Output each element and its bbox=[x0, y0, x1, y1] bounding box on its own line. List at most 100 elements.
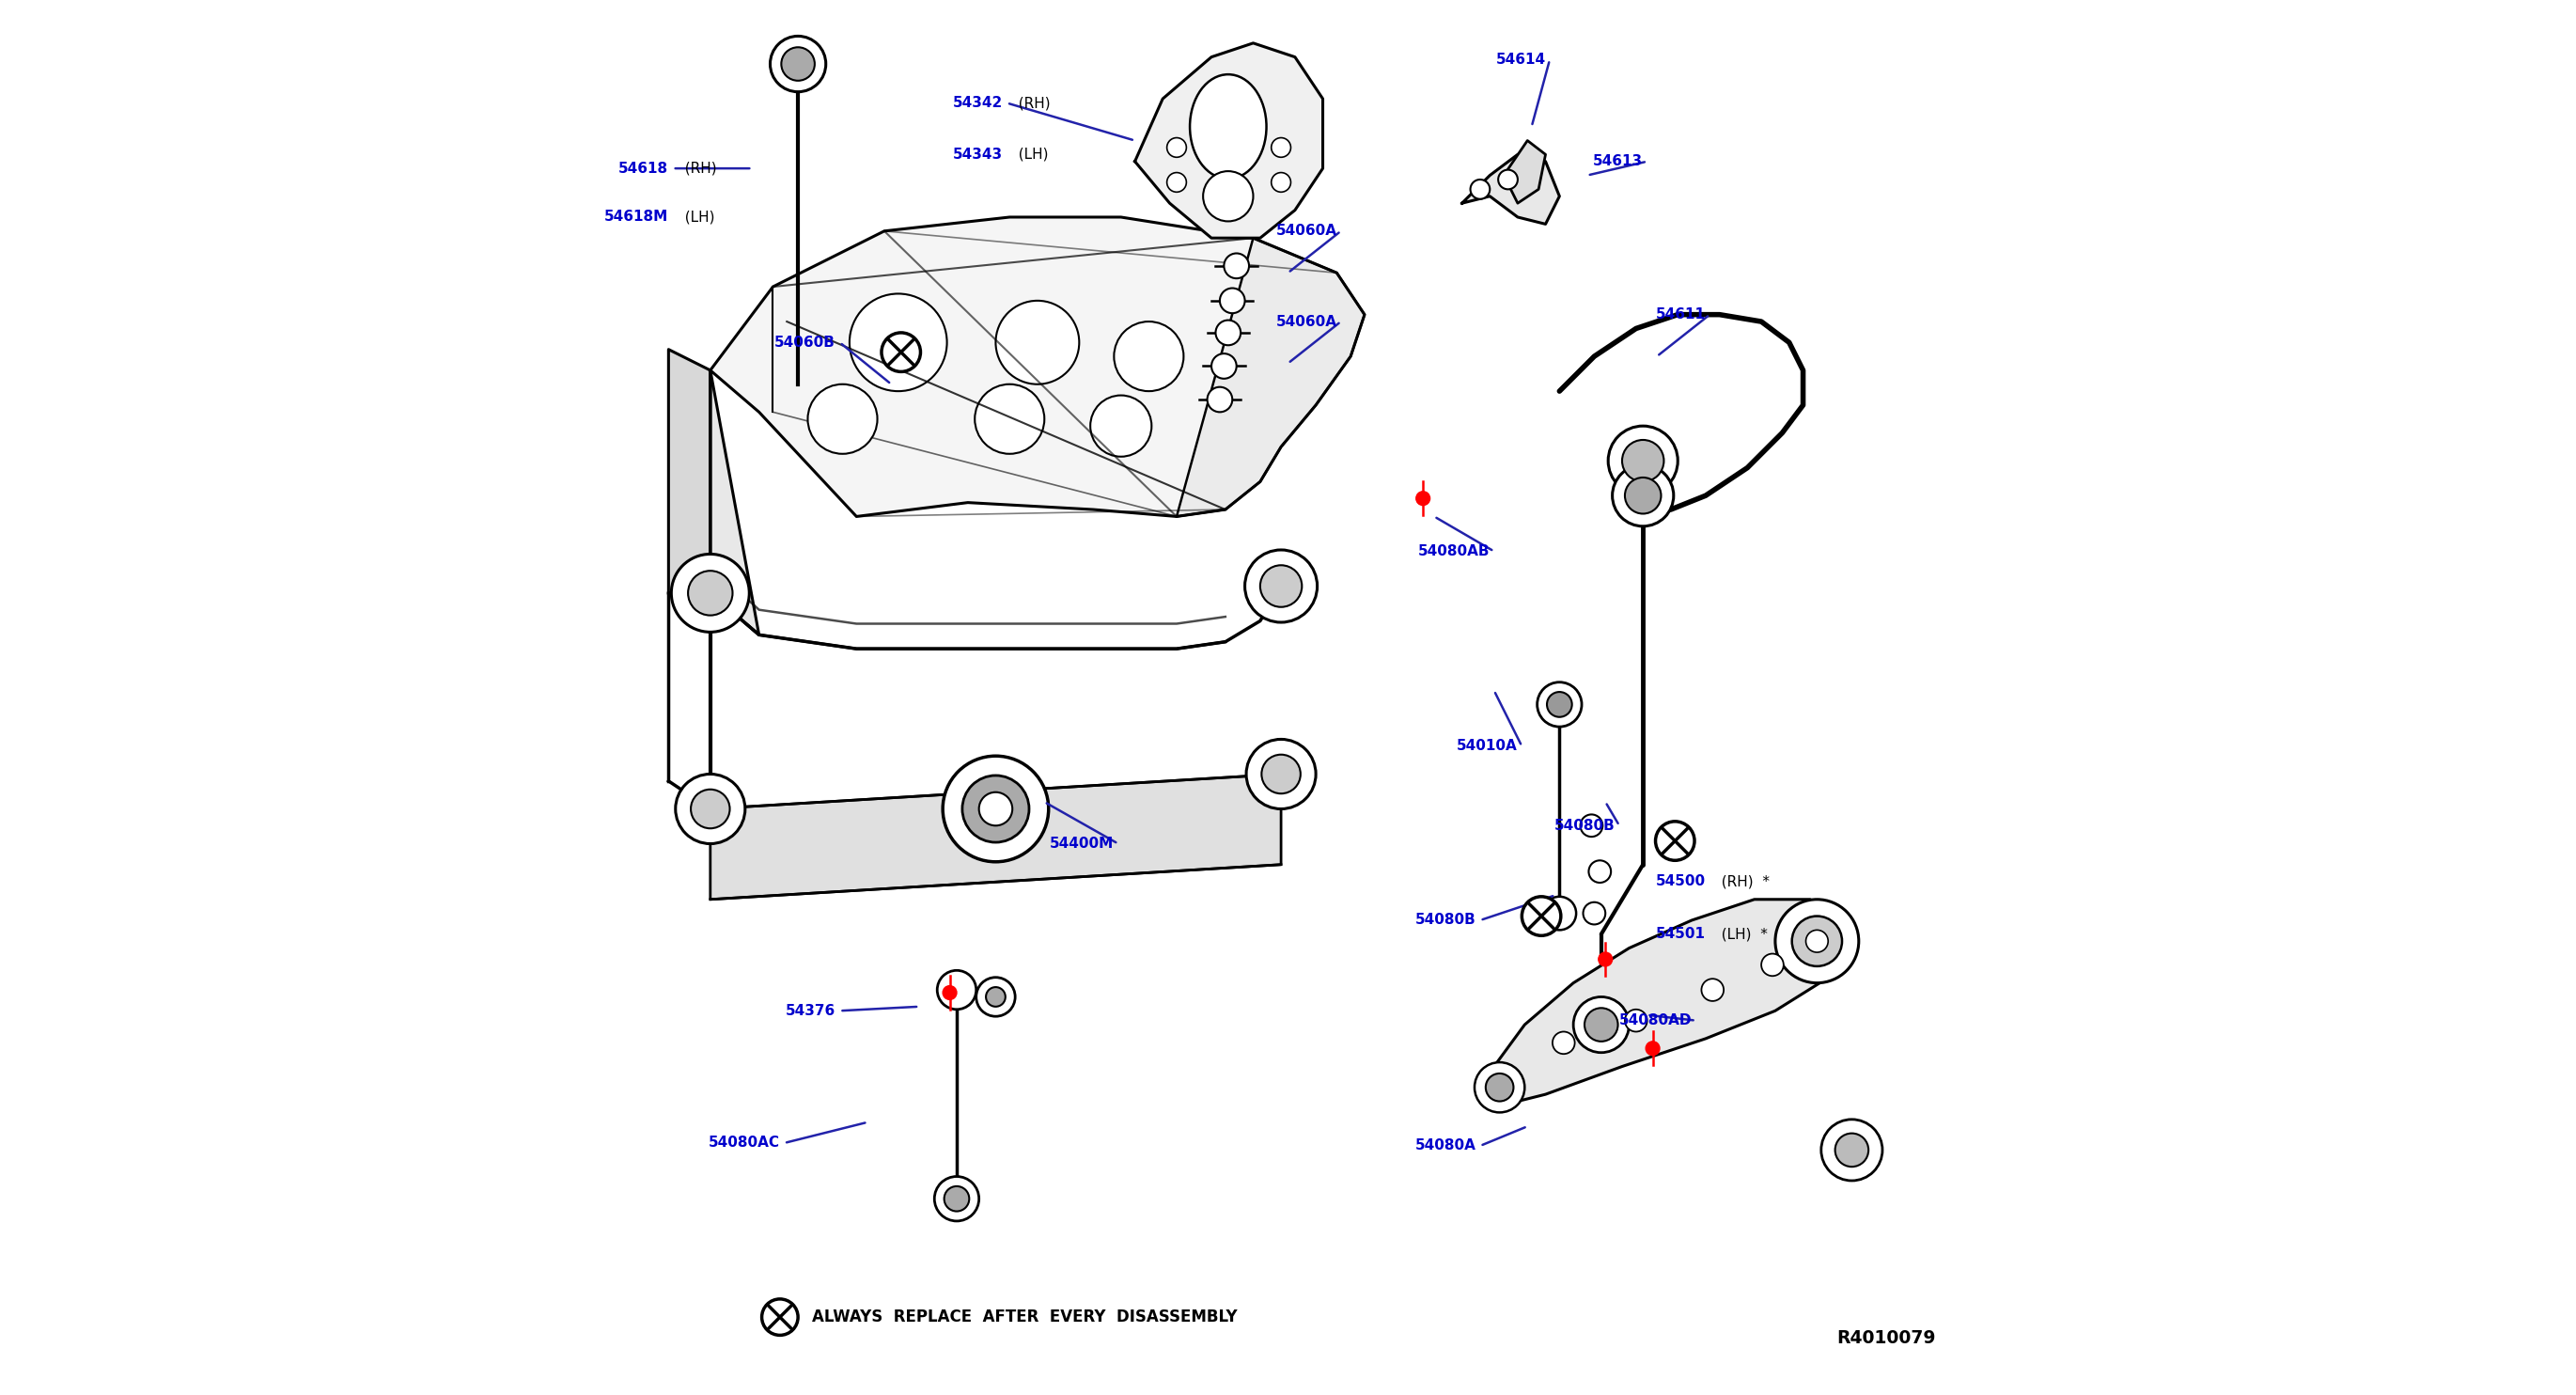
Text: 54501: 54501 bbox=[1656, 928, 1705, 942]
Circle shape bbox=[1656, 822, 1695, 861]
Polygon shape bbox=[1177, 239, 1365, 516]
Circle shape bbox=[945, 1186, 969, 1211]
Text: 54060A: 54060A bbox=[1275, 225, 1337, 239]
Text: (RH): (RH) bbox=[1010, 96, 1051, 110]
Circle shape bbox=[1548, 692, 1571, 717]
Polygon shape bbox=[670, 349, 711, 593]
Circle shape bbox=[675, 774, 744, 844]
Text: 54080AB: 54080AB bbox=[1417, 544, 1489, 558]
Text: ALWAYS  REPLACE  AFTER  EVERY  DISASSEMBLY: ALWAYS REPLACE AFTER EVERY DISASSEMBLY bbox=[811, 1309, 1236, 1325]
Text: 54060B: 54060B bbox=[775, 335, 835, 350]
Circle shape bbox=[1167, 138, 1188, 158]
Circle shape bbox=[935, 1176, 979, 1221]
Text: 54080AC: 54080AC bbox=[708, 1136, 781, 1149]
Text: 54080A: 54080A bbox=[1414, 1138, 1476, 1152]
Circle shape bbox=[1538, 682, 1582, 727]
Circle shape bbox=[690, 790, 729, 829]
Circle shape bbox=[1553, 1032, 1574, 1055]
Ellipse shape bbox=[1190, 74, 1267, 179]
Circle shape bbox=[976, 978, 1015, 1017]
Text: 54060A: 54060A bbox=[1275, 314, 1337, 329]
Text: (LH): (LH) bbox=[675, 211, 714, 225]
Text: 54343: 54343 bbox=[953, 148, 1002, 162]
Text: (RH): (RH) bbox=[675, 162, 716, 176]
Circle shape bbox=[1574, 997, 1628, 1053]
Circle shape bbox=[850, 294, 948, 391]
Circle shape bbox=[1834, 1133, 1868, 1166]
Circle shape bbox=[762, 1299, 799, 1335]
Circle shape bbox=[1522, 897, 1561, 936]
Circle shape bbox=[1211, 353, 1236, 378]
Circle shape bbox=[881, 332, 920, 371]
Circle shape bbox=[1646, 1042, 1659, 1056]
Circle shape bbox=[1208, 386, 1231, 412]
Circle shape bbox=[938, 971, 976, 1010]
Circle shape bbox=[1203, 172, 1252, 222]
Circle shape bbox=[1793, 917, 1842, 967]
Circle shape bbox=[770, 36, 827, 92]
Circle shape bbox=[1473, 1063, 1525, 1112]
Circle shape bbox=[1090, 395, 1151, 456]
Circle shape bbox=[1244, 550, 1316, 622]
Circle shape bbox=[1417, 491, 1430, 505]
Circle shape bbox=[1613, 465, 1674, 526]
Text: 54611: 54611 bbox=[1656, 307, 1705, 322]
Text: 54080AD: 54080AD bbox=[1618, 1014, 1692, 1028]
Text: 54613: 54613 bbox=[1592, 155, 1643, 169]
Circle shape bbox=[1821, 1119, 1883, 1180]
Polygon shape bbox=[1504, 141, 1546, 204]
Circle shape bbox=[1584, 903, 1605, 925]
Text: (RH)  *: (RH) * bbox=[1713, 875, 1770, 889]
Polygon shape bbox=[1489, 900, 1844, 1108]
Text: 54080B: 54080B bbox=[1553, 819, 1615, 833]
Circle shape bbox=[987, 988, 1005, 1007]
Text: 54080B: 54080B bbox=[1414, 914, 1476, 928]
Circle shape bbox=[1247, 739, 1316, 809]
Circle shape bbox=[1600, 953, 1613, 967]
Circle shape bbox=[1589, 861, 1610, 883]
Circle shape bbox=[1216, 321, 1242, 345]
Circle shape bbox=[1486, 1073, 1515, 1101]
Polygon shape bbox=[1463, 155, 1558, 225]
Circle shape bbox=[943, 756, 1048, 862]
Circle shape bbox=[1260, 565, 1301, 607]
Text: (LH)  *: (LH) * bbox=[1713, 928, 1767, 942]
Polygon shape bbox=[711, 774, 1280, 900]
Circle shape bbox=[1625, 477, 1662, 513]
Text: 54618M: 54618M bbox=[605, 211, 670, 225]
Text: 54400M: 54400M bbox=[1051, 837, 1113, 851]
Circle shape bbox=[997, 301, 1079, 384]
Circle shape bbox=[1700, 979, 1723, 1002]
Circle shape bbox=[1623, 439, 1664, 481]
Circle shape bbox=[1806, 930, 1829, 953]
Circle shape bbox=[1607, 425, 1677, 495]
Circle shape bbox=[974, 384, 1043, 453]
Circle shape bbox=[963, 776, 1028, 843]
Text: 54376: 54376 bbox=[786, 1004, 835, 1018]
Circle shape bbox=[1762, 954, 1783, 976]
Circle shape bbox=[688, 571, 732, 615]
Circle shape bbox=[809, 384, 878, 453]
Text: 54614: 54614 bbox=[1497, 53, 1546, 67]
Circle shape bbox=[672, 554, 750, 632]
Circle shape bbox=[1113, 322, 1182, 391]
Polygon shape bbox=[1136, 43, 1324, 239]
Text: 54010A: 54010A bbox=[1458, 739, 1517, 753]
Circle shape bbox=[1221, 289, 1244, 314]
Text: 54500: 54500 bbox=[1656, 875, 1705, 889]
Text: 54342: 54342 bbox=[953, 96, 1002, 110]
Circle shape bbox=[943, 986, 956, 1000]
Circle shape bbox=[1471, 180, 1489, 199]
Circle shape bbox=[1543, 897, 1577, 930]
Circle shape bbox=[1579, 815, 1602, 837]
Circle shape bbox=[1273, 173, 1291, 193]
Circle shape bbox=[1584, 1009, 1618, 1042]
Circle shape bbox=[1262, 755, 1301, 794]
Text: 54618: 54618 bbox=[618, 162, 670, 176]
Circle shape bbox=[1224, 254, 1249, 279]
Text: R4010079: R4010079 bbox=[1837, 1329, 1935, 1348]
Polygon shape bbox=[711, 218, 1365, 516]
Circle shape bbox=[781, 47, 814, 81]
Circle shape bbox=[1499, 170, 1517, 190]
Circle shape bbox=[979, 792, 1012, 826]
